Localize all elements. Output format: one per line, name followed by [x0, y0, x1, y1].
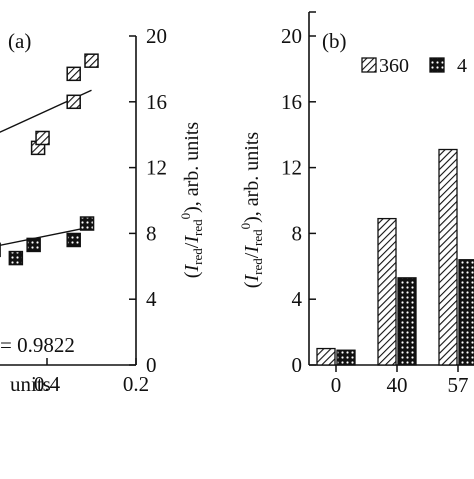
panel-b-x-tick-label: 57	[448, 373, 469, 397]
panel-a-points	[0, 54, 98, 264]
panel-a-label: (a)	[8, 29, 31, 53]
panel-b: (b) 0 4 8 12 16 20 0 40 57 360 4 (Ired/Ired0), …	[238, 12, 474, 397]
bar-360-57	[439, 150, 457, 365]
panel-b-x-ticks: 0 40 57	[331, 365, 469, 397]
dotted-square-marker	[9, 252, 22, 265]
panel-b-bars	[317, 150, 474, 365]
panel-b-y-tick-label: 16	[281, 90, 302, 114]
panel-b-label: (b)	[322, 29, 347, 53]
panel-b-y-axis-label: (Ired/Ired0), arb. units	[238, 132, 265, 289]
hatched-square-marker	[67, 95, 80, 108]
bar-360-0	[317, 349, 335, 365]
panel-b-y-tick-label: 20	[281, 24, 302, 48]
panel-a-x-axis-label: units	[10, 372, 51, 396]
panel-a-y-tick-label: 16	[146, 90, 167, 114]
bar-4-0	[337, 350, 355, 365]
panel-b-x-tick-label: 0	[331, 373, 342, 397]
panel-a-y-tick-label: 12	[146, 156, 167, 180]
legend-swatch-4	[430, 58, 444, 72]
bar-4-57	[459, 260, 474, 365]
panel-b-y-tick-label: 4	[292, 287, 303, 311]
panel-a-y-tick-label: 20	[146, 24, 167, 48]
panel-b-y-ticks: 0 4 8 12 16 20	[281, 12, 316, 377]
hatched-square-marker	[67, 67, 80, 80]
panel-a-y-axis-label: (Ired/Ired0), arb. units	[178, 122, 205, 279]
panel-b-y-tick-label: 12	[281, 156, 302, 180]
legend-label-4: 4	[457, 55, 467, 77]
legend-label-360: 360	[379, 55, 409, 77]
dotted-square-marker	[81, 217, 94, 230]
bar-360-40	[378, 219, 396, 365]
hatched-square-marker	[85, 54, 98, 67]
bar-4-40	[398, 278, 416, 365]
panel-b-y-tick-label: 8	[292, 221, 303, 245]
panel-a-x-tick-label: 0.2	[123, 372, 149, 396]
panel-b-legend: 360 4	[362, 55, 467, 77]
panel-a-y-tick-label: 4	[146, 287, 157, 311]
panel-b-x-tick-label: 40	[387, 373, 408, 397]
panel-a-annotation: = 0.9822	[0, 333, 75, 357]
hatched-square-marker	[36, 131, 49, 144]
dotted-square-marker	[27, 238, 40, 251]
panel-b-y-tick-label: 0	[292, 353, 303, 377]
legend-swatch-360	[362, 58, 376, 72]
panel-a-y-tick-label: 8	[146, 221, 157, 245]
dotted-square-marker	[67, 233, 80, 246]
